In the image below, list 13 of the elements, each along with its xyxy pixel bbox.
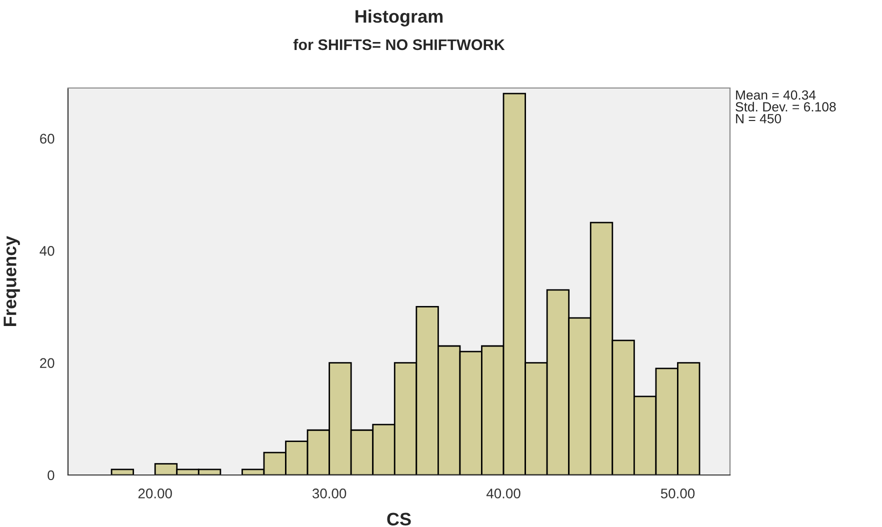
- y-tick-label: 60: [40, 134, 54, 144]
- y-tick-label: 20: [40, 358, 54, 368]
- y-tick-label: 0: [48, 470, 54, 480]
- chart-subtitle: for SHIFTS= NO SHIFTWORK: [293, 38, 505, 50]
- x-tick-label: 30.00: [312, 488, 346, 498]
- x-tick-label: 40.00: [486, 488, 520, 498]
- text: Mean = 40.34 Std. Dev. = 6.108 N = 450: [736, 90, 836, 124]
- x-axis-title: CS: [387, 512, 411, 526]
- y-tick-label: 40: [40, 246, 54, 256]
- x-tick-label: 50.00: [660, 488, 695, 498]
- chart-title: Histogram: [356, 10, 443, 26]
- y-axis-title: Frequency: [4, 236, 20, 326]
- x-tick-label: 20.00: [138, 488, 172, 498]
